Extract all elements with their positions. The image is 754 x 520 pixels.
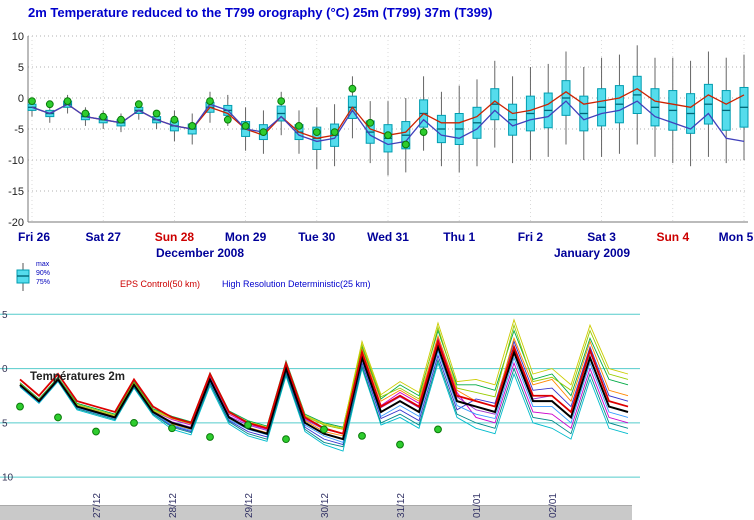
svg-text:Sun 28: Sun 28 [155, 230, 195, 244]
svg-text:-10: -10 [8, 155, 24, 167]
deterministic-line [31, 100, 745, 146]
svg-text:0: 0 [18, 93, 24, 105]
observations [28, 84, 428, 149]
control-mean-line [19, 343, 629, 441]
svg-text:02/01: 02/01 [548, 493, 559, 518]
svg-text:Wed 31: Wed 31 [367, 230, 409, 244]
svg-text:30/12: 30/12 [320, 493, 331, 518]
svg-text:5: 5 [2, 310, 8, 321]
svg-text:Fri 2: Fri 2 [518, 230, 544, 244]
legend-glyph-label-max: max [36, 261, 50, 268]
svg-text:Tue 30: Tue 30 [298, 230, 335, 244]
legend-glyph-label-90: 90% [36, 270, 51, 277]
svg-text:December 2008: December 2008 [156, 246, 244, 260]
eps-control-legend-label: EPS Control(50 km) [120, 279, 201, 289]
svg-text:Fri 26: Fri 26 [18, 230, 50, 244]
svg-text:January 2009: January 2009 [554, 246, 630, 260]
observations [16, 402, 442, 449]
page-title: 2m Temperature reduced to the T799 orogr… [28, 5, 493, 20]
svg-text:-5: -5 [14, 124, 24, 136]
legend-glyph-label-75: 75% [36, 279, 51, 286]
legend-row: max 90% 75% EPS Control(50 km) High Reso… [0, 260, 754, 294]
date-labels: 27/12 28/12 29/12 30/12 31/12 01/01 02/01 [92, 493, 559, 518]
bottom-gray-bar [0, 505, 632, 520]
svg-text:Sat 27: Sat 27 [86, 230, 122, 244]
svg-text:31/12: 31/12 [396, 493, 407, 518]
svg-text:0: 0 [2, 364, 8, 375]
month-labels: December 2008 January 2009 [156, 246, 630, 260]
svg-text:Thu 1: Thu 1 [443, 230, 475, 244]
svg-text:10: 10 [12, 31, 24, 43]
svg-text:5: 5 [18, 62, 24, 74]
legend-glyph-labels: max 90% 75% [36, 260, 50, 287]
svg-text:-20: -20 [8, 217, 24, 229]
station-label: Températures 2m [30, 371, 125, 383]
svg-text:Mon 29: Mon 29 [225, 230, 267, 244]
svg-text:5: 5 [2, 418, 8, 429]
svg-text:Sun 4: Sun 4 [656, 230, 689, 244]
deterministic-legend-label: High Resolution Deterministic(25 km) [222, 279, 371, 289]
svg-text:Mon 5: Mon 5 [719, 230, 754, 244]
svg-text:01/01: 01/01 [472, 493, 483, 518]
svg-text:-15: -15 [8, 186, 24, 198]
box-whisker-legend-glyph [16, 263, 30, 291]
svg-text:29/12: 29/12 [244, 493, 255, 518]
svg-text:10: 10 [2, 473, 14, 484]
svg-text:Sat 3: Sat 3 [587, 230, 616, 244]
ensemble-plume-chart: 5 0 5 10 Températures 2m 27/12 28/12 29/12 30/12… [0, 310, 640, 518]
svg-text:27/12: 27/12 [92, 493, 103, 518]
day-labels: Fri 26 Sat 27 Sun 28 Mon 29 Tue 30 Wed 31 Thu … [18, 230, 754, 244]
svg-text:28/12: 28/12 [168, 493, 179, 518]
